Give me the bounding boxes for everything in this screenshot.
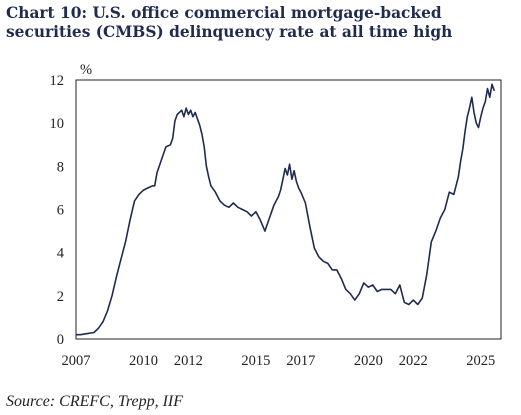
y-tick-label: 6: [57, 203, 64, 219]
y-tick-label: 12: [50, 73, 65, 89]
x-tick-label: 2025: [466, 353, 495, 369]
x-tick-label: 2010: [129, 353, 158, 369]
y-tick-label: 10: [50, 116, 65, 132]
y-tick-label: 8: [57, 159, 64, 175]
x-tick-label: 2017: [286, 353, 315, 369]
x-tick-label: 2022: [399, 353, 428, 369]
y-tick-labels: 0 2 4 6 8 10 12: [50, 73, 65, 348]
line-chart: % 0 2 4 6 8 10 12 2007 2010 2012 2015 2017 2020 2022…: [50, 62, 502, 369]
y-tick-label: 2: [57, 289, 64, 305]
chart-title: Chart 10: U.S. office commercial mortgag…: [6, 4, 453, 41]
plot-frame: [75, 79, 502, 340]
x-tick-label: 2012: [174, 353, 203, 369]
y-axis-unit-label: %: [80, 62, 92, 78]
x-tick-label: 2007: [62, 353, 91, 369]
y-tick-label: 0: [57, 332, 64, 348]
source-note: Source: CREFC, Trepp, IIF: [6, 393, 184, 410]
y-tick-label: 4: [57, 246, 65, 262]
x-tick-labels: 2007 2010 2012 2015 2017 2020 2022 2025: [62, 353, 496, 369]
delinquency-rate-line: [76, 83, 496, 336]
x-tick-label: 2020: [354, 353, 383, 369]
x-tick-label: 2015: [241, 353, 270, 369]
